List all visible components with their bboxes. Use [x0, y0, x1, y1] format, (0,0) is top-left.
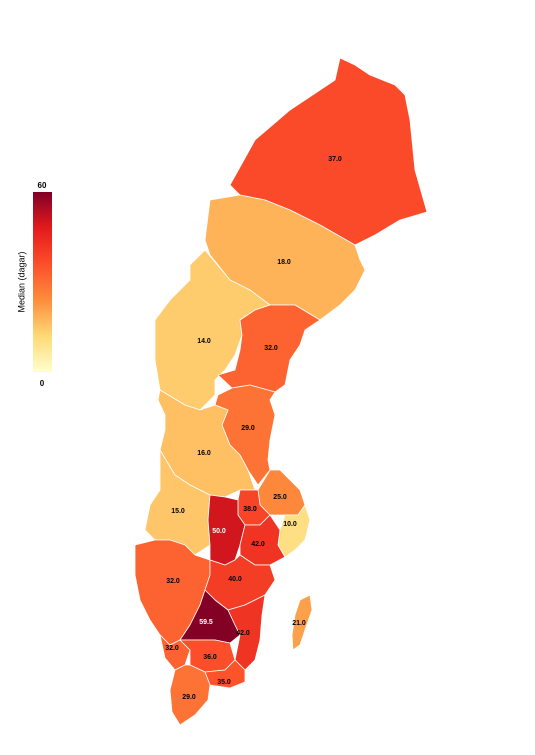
- colorbar-title: Median (dagar): [16, 251, 26, 312]
- colorbar-tick-label: 60: [38, 181, 47, 190]
- region-label: 18.0: [277, 259, 291, 266]
- region-label: 15.0: [171, 508, 185, 515]
- regions: [134, 57, 428, 726]
- labels: 37.0 18.0 14.0 32.0 29.0 16.0 25.0 10.0 15.0 38.0…: [165, 156, 342, 701]
- region: [169, 664, 211, 726]
- region-label: 50.0: [212, 528, 226, 535]
- region-label: 42.0: [236, 630, 250, 637]
- region-label: 21.0: [292, 620, 306, 627]
- colorbar: [33, 192, 52, 372]
- region-label: 59.5: [199, 619, 213, 626]
- region-label: 42.0: [251, 541, 265, 548]
- region-label: 29.0: [241, 425, 255, 432]
- region-label: 10.0: [283, 521, 297, 528]
- region-label: 29.0: [182, 694, 196, 701]
- region: [227, 594, 266, 671]
- region-label: 37.0: [328, 156, 342, 163]
- region-label: 32.0: [166, 578, 180, 585]
- region: [291, 594, 313, 651]
- region: [159, 634, 191, 671]
- region-label: 40.0: [228, 576, 242, 583]
- region-label: 36.0: [203, 654, 217, 661]
- region-label: 35.0: [217, 679, 231, 686]
- region: [239, 514, 286, 566]
- region: [277, 504, 311, 558]
- region-label: 32.0: [264, 345, 278, 352]
- region-label: 14.0: [197, 338, 211, 345]
- region: [204, 659, 246, 689]
- colorbar-tick-label: 0: [40, 379, 45, 388]
- region-label: 16.0: [197, 450, 211, 457]
- region-label: 25.0: [273, 494, 287, 501]
- region-label: 38.0: [243, 506, 257, 513]
- region-label: 32.0: [165, 645, 179, 652]
- region: [207, 494, 246, 566]
- colorbar-ticks: 0 60: [38, 181, 47, 388]
- region: [179, 589, 241, 644]
